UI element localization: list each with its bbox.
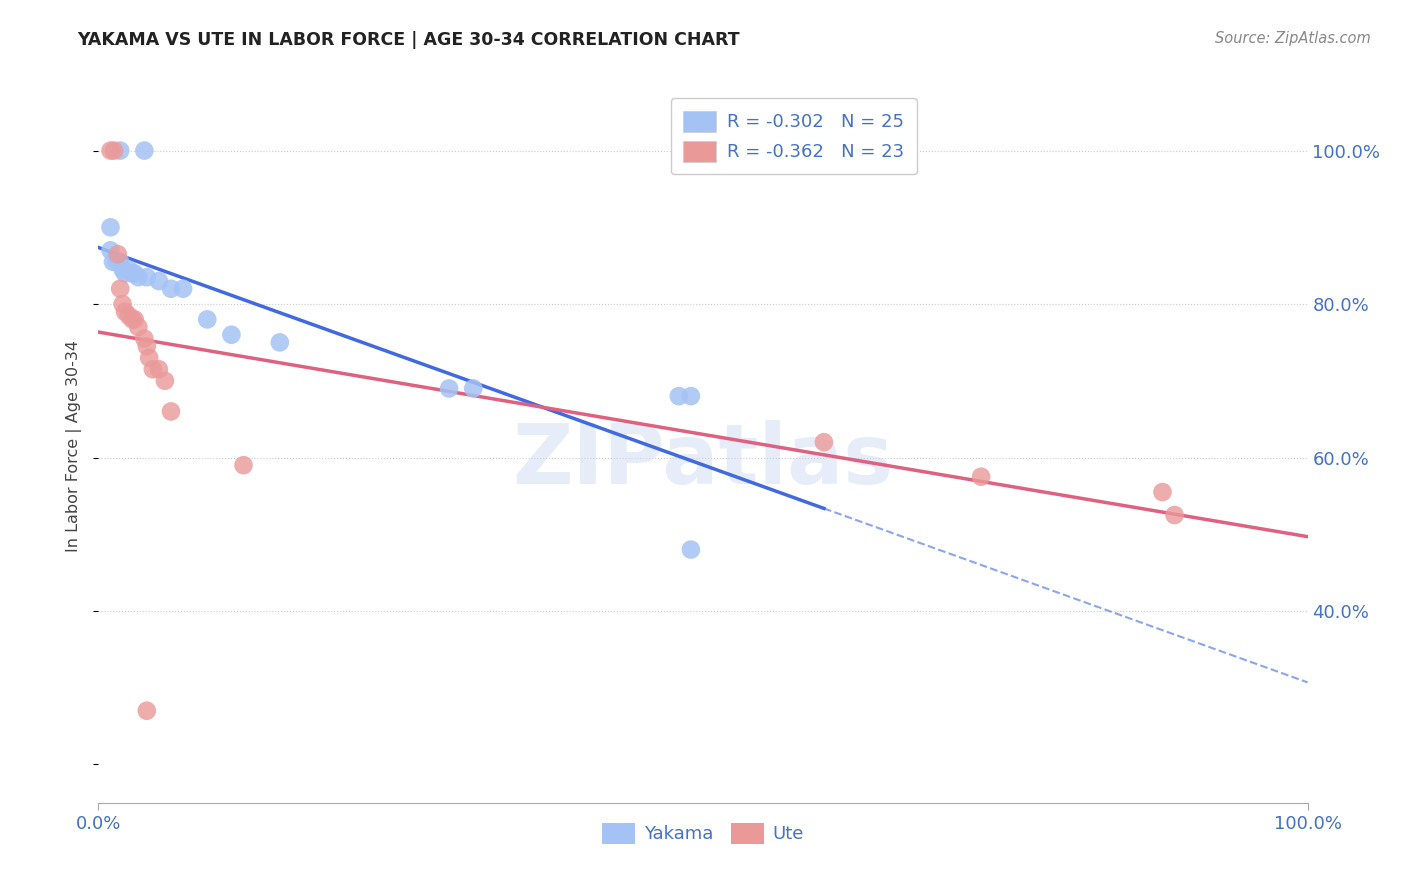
Point [108, 282, 131, 296]
Point [269, 335, 291, 350]
Text: ZIPatlas: ZIPatlas [513, 420, 893, 500]
Point [160, 404, 183, 418]
Point [172, 282, 194, 296]
Point [118, 262, 141, 277]
Point [108, 255, 131, 269]
Point [813, 435, 835, 450]
Point [121, 266, 143, 280]
Point [107, 247, 129, 261]
Point [103, 144, 125, 158]
Point [111, 297, 134, 311]
Point [114, 304, 136, 318]
Point [221, 327, 243, 342]
Point [134, 144, 156, 158]
Point [121, 312, 143, 326]
Point [195, 312, 218, 326]
Point [105, 255, 128, 269]
Point [160, 282, 183, 296]
Point [100, 144, 122, 158]
Point [679, 542, 702, 557]
Point [148, 274, 170, 288]
Point [127, 270, 149, 285]
Legend: Yakama, Ute: Yakama, Ute [595, 815, 811, 851]
Point [134, 332, 156, 346]
Point [668, 389, 690, 403]
Text: Source: ZipAtlas.com: Source: ZipAtlas.com [1215, 31, 1371, 46]
Point [232, 458, 254, 473]
Point [463, 381, 485, 395]
Point [153, 374, 176, 388]
Point [100, 220, 122, 235]
Point [679, 389, 702, 403]
Text: YAKAMA VS UTE IN LABOR FORCE | AGE 30-34 CORRELATION CHART: YAKAMA VS UTE IN LABOR FORCE | AGE 30-34… [77, 31, 740, 49]
Point [124, 266, 146, 280]
Point [142, 362, 165, 376]
Point [100, 244, 122, 258]
Point [135, 704, 157, 718]
Point [1163, 508, 1185, 522]
Point [124, 312, 146, 326]
Point [970, 469, 993, 483]
Point [108, 144, 131, 158]
Point [114, 266, 136, 280]
Point [127, 320, 149, 334]
Y-axis label: In Labor Force | Age 30-34: In Labor Force | Age 30-34 [66, 340, 83, 552]
Point [111, 262, 134, 277]
Point [148, 362, 170, 376]
Point [118, 309, 141, 323]
Point [101, 255, 124, 269]
Point [138, 351, 160, 365]
Point [135, 270, 157, 285]
Point [135, 339, 157, 353]
Point [1152, 485, 1174, 500]
Point [437, 381, 460, 395]
